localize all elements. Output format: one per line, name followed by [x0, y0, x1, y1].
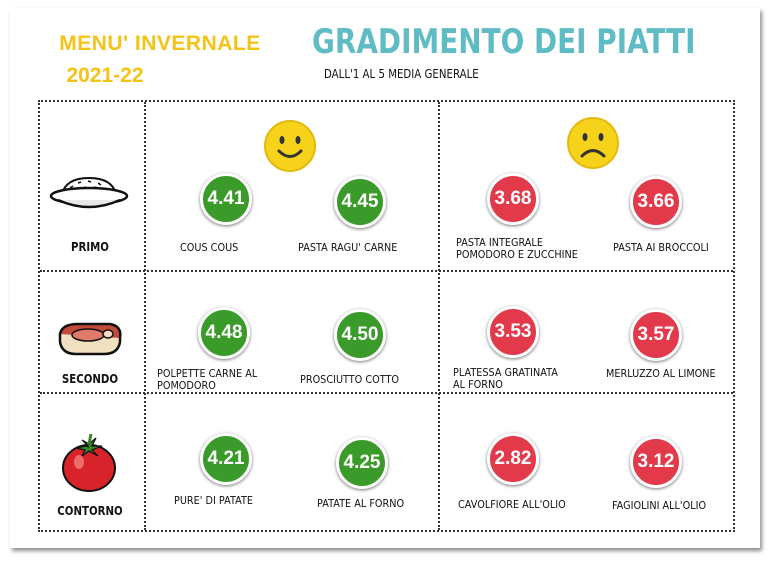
- score-badge: 3.68: [487, 173, 539, 225]
- score-badge: 4.25: [336, 437, 388, 489]
- score-badge: 3.53: [487, 306, 539, 358]
- tomato-icon: [62, 433, 116, 492]
- rice-plate-icon: [49, 176, 129, 209]
- dish-label: PASTA RAGU' CARNE: [298, 241, 398, 254]
- score-badge: 4.50: [334, 309, 386, 361]
- dish-label: PLATESSA GRATINATA: [453, 366, 558, 379]
- score-badge: 4.41: [200, 173, 252, 225]
- row-label-contorno: CONTORNO: [57, 504, 123, 518]
- grid-divider: [40, 392, 733, 394]
- page-subtitle: DALL'1 AL 5 MEDIA GENERALE: [324, 67, 479, 81]
- score-badge: 4.45: [334, 176, 386, 228]
- row-label-primo: PRIMO: [71, 240, 109, 254]
- score-badge: 4.48: [198, 307, 250, 359]
- dish-label-line2: AL FORNO: [453, 378, 503, 391]
- dish-label: PURE' DI PATATE: [174, 494, 254, 507]
- dish-label: PROSCIUTTO COTTO: [300, 373, 400, 386]
- menu-year: 2021-22: [66, 64, 144, 87]
- dish-label: PASTA INTEGRALE: [456, 236, 543, 249]
- score-badge: 4.21: [200, 433, 252, 485]
- dish-label: PASTA AI BROCCOLI: [613, 241, 709, 254]
- page-title: GRADIMENTO DEI PIATTI: [312, 22, 696, 62]
- dish-label-line2: POMODORO: [157, 379, 216, 392]
- dish-label: POLPETTE CARNE AL: [157, 367, 258, 380]
- steak-icon: [58, 322, 122, 356]
- dish-label: COUS COUS: [180, 241, 239, 254]
- row-label-secondo: SECONDO: [61, 372, 119, 386]
- dish-label: PATATE AL FORNO: [317, 497, 405, 510]
- dish-label-line2: POMODORO E ZUCCHINE: [456, 248, 578, 261]
- dish-label: FAGIOLINI ALL'OLIO: [612, 499, 707, 512]
- dish-label: MERLUZZO AL LIMONE: [606, 367, 716, 380]
- grid-divider: [144, 102, 146, 530]
- dish-label: CAVOLFIORE ALL'OLIO: [458, 498, 566, 511]
- smiley-sad-icon: [567, 117, 619, 169]
- score-badge: 3.66: [630, 176, 682, 228]
- smiley-happy-icon: [264, 120, 316, 172]
- ratings-grid: [38, 100, 735, 532]
- menu-title: MENU' INVERNALE: [59, 32, 261, 55]
- score-badge: 2.82: [487, 433, 539, 485]
- score-badge: 3.57: [630, 309, 682, 361]
- score-badge: 3.12: [630, 436, 682, 488]
- grid-divider: [40, 270, 733, 272]
- grid-divider: [438, 102, 440, 530]
